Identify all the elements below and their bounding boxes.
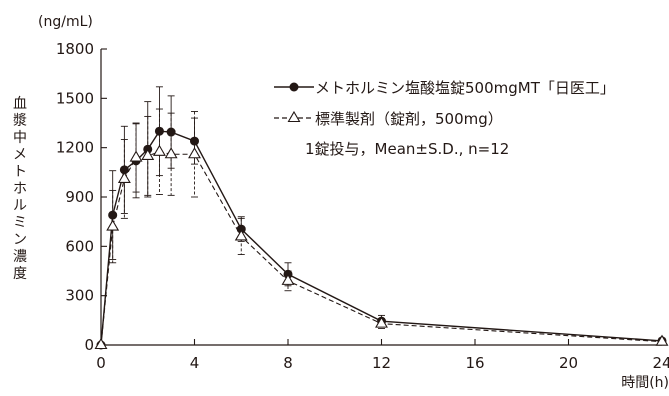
x-tick-label: 4 [190,354,200,372]
x-tick-label: 0 [96,354,106,372]
y-axis-unit: (ng/mL) [38,14,93,30]
y-tick-label: 1500 [56,89,94,107]
x-tick-label: 12 [372,354,391,372]
series-layer [94,86,669,350]
annotation: 1錠投与，Mean±S.D., n=12 [305,140,509,158]
y-tick-label: 0 [84,336,94,354]
y-axis-title-char: ト [13,164,27,180]
y-axis-title-char: 中 [13,130,27,146]
y-tick-label: 1200 [56,139,94,157]
x-tick-label: 20 [559,354,578,372]
y-axis-title-char: ル [13,198,27,214]
data-point [655,334,669,346]
data-point [164,147,178,159]
y-axis-title-char: 漿 [13,113,27,129]
data-point [141,148,155,160]
x-axis-title: 時間(h) [621,375,669,391]
legend-marker-test [289,82,299,92]
data-point [117,171,131,183]
legend: メトホルミン塩酸塩錠500mgMT「日医工」 標準製剤（錠剤，500mg） 1錠… [274,79,615,158]
y-axis-title-char: 血 [13,96,27,112]
y-axis-title-char: メ [13,147,27,163]
ticks: 0 300 600 900 1200 1500 1800 0 4 8 12 16 20 24 [56,40,669,372]
legend-label-test: メトホルミン塩酸塩錠500mgMT「日医工」 [315,79,615,97]
data-point [166,127,176,137]
series-line [100,151,663,346]
data-point [188,147,201,159]
y-tick-label: 600 [65,237,94,255]
y-tick-label: 1800 [56,40,94,58]
x-tick-label: 8 [283,354,293,372]
data-point [94,337,108,350]
y-axis-title-char: 度 [13,266,27,282]
y-axis-title-char: ミ [13,215,27,231]
data-point [375,316,388,328]
x-tick-label: 16 [465,354,484,372]
data-point [129,150,143,162]
y-axis-title-char: 濃 [13,249,27,265]
data-point [234,229,248,241]
legend-marker-reference [287,110,301,123]
x-tick-label: 24 [652,354,669,372]
series-line [100,130,663,346]
y-axis-title-char: ホ [13,181,27,197]
data-point [190,136,199,146]
series-1 [94,108,669,350]
legend-label-reference: 標準製剤（錠剤，500mg） [315,110,503,128]
y-tick-label: 900 [65,188,94,206]
y-tick-label: 300 [65,287,94,305]
data-point [281,273,295,285]
data-point [152,144,166,156]
y-axis-title-char: ン [13,232,27,248]
data-point [106,219,120,231]
